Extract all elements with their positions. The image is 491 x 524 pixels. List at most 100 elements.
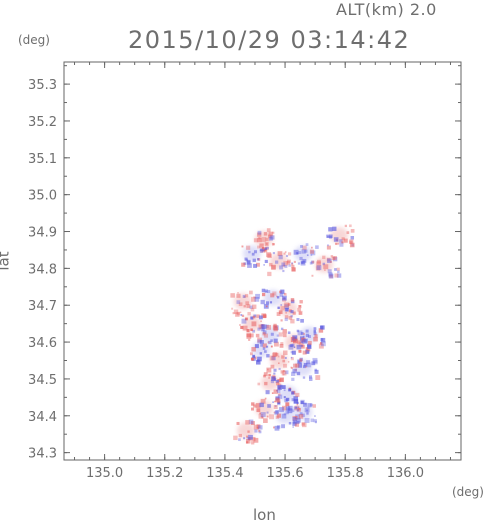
echo-pixel [272,401,274,403]
x-axis-unit: (deg) [452,485,484,499]
echo-pixel [265,301,270,305]
echo-pixel [259,249,263,253]
echo-pixel [302,365,306,369]
echo-pixel [302,339,307,344]
echo-pixel [283,413,286,416]
echo-pixel [339,242,344,247]
echo-pixel [264,259,268,264]
echo-pixel [292,421,297,426]
y-tick-label: 34.5 [28,373,57,388]
echo-pixel [258,324,263,329]
echo-pixel [273,368,277,372]
echo-pixel [293,406,297,410]
echo-pixel [264,397,267,400]
echo-pixel [285,410,289,415]
echo-pixel [283,252,286,255]
echo-pixel [265,305,268,308]
echo-pixel [288,388,292,392]
echo-pixel [257,327,261,331]
echo-pixel [282,333,287,338]
echo-pixel [254,344,259,349]
echo-pixel [277,306,280,309]
echo-pixel [299,256,303,261]
echo-pixel [260,412,266,418]
x-tick-label: 135.2 [146,466,183,481]
echo-pixel [295,406,298,409]
echo-pixel [336,267,340,271]
echo-pixel [279,378,283,382]
echo-pixel [262,247,264,250]
echo-pixel [277,383,282,387]
echo-pixel [278,332,283,337]
echo-pixel [233,309,239,314]
echo-pixel [261,292,266,297]
y-tick-label: 34.7 [28,299,57,314]
echo-pixel [332,226,337,231]
echo-pixel [349,242,355,248]
echo-pixel [292,368,297,374]
echo-pixel [315,266,321,271]
echo-pixel [300,344,305,349]
echo-pixel [253,296,256,299]
echo-pixel [252,258,256,262]
echo-pixel [291,366,294,369]
echo-pixel [272,352,277,358]
echo-pixel [302,376,306,379]
echo-pixel [238,433,242,438]
echo-pixel [300,332,304,335]
echo-pixel [258,430,262,434]
echo-pixel [242,294,246,298]
echo-pixel [280,304,283,306]
echo-pixel [282,329,287,334]
echo-pixel [283,396,286,399]
x-tick-label: 136.0 [387,466,424,481]
y-tick-label: 35.1 [28,152,57,167]
echo-pixel [308,335,311,339]
echo-pixel [262,343,267,348]
echo-pixel [304,402,307,405]
echo-pixel [249,333,254,338]
echo-pixel [246,435,249,438]
y-tick-label: 34.8 [28,262,57,277]
echo-pixel [269,301,273,304]
echo-pixel [300,245,303,248]
echo-pixel [257,258,260,261]
x-tick-label: 135.6 [266,466,303,481]
echo-pixel [270,379,275,384]
echo-pixel [275,415,280,419]
echo-pixel [290,298,295,302]
echo-pixel [263,264,265,266]
echo-pixel [277,378,281,383]
echo-pixel [267,271,272,277]
echo-pixel [287,259,291,264]
echo-pixel [292,311,296,315]
echo-pixel [231,307,234,310]
echo-pixel [266,415,269,418]
echo-pixel [257,232,262,237]
echo-pixel [341,237,345,241]
echo-pixel [284,264,288,268]
echo-pixel [281,385,286,389]
echo-pixel [278,393,281,396]
echo-pixel [302,245,307,251]
echo-pixel [332,256,338,262]
echo-pixel [291,343,295,347]
echo-pixel [276,312,281,316]
echo-pixel [246,245,251,250]
echo-pixel [273,326,278,332]
echo-pixel [246,304,251,309]
echo-pixel [265,290,267,293]
echo-pixel [271,355,276,361]
echo-pixel [330,255,334,258]
echo-pixel [281,370,287,376]
echo-pixel [300,318,304,323]
echo-pixel [279,407,284,412]
echo-pixel [309,261,313,265]
axes: 135.0 135.2 135.4 135.6 135.8 136.0 34.3 34.4 34… [28,62,461,481]
echo-pixel [268,340,272,345]
echo-pixel [292,335,298,341]
echo-pixel [300,340,304,344]
echo-pixel [284,304,290,309]
echo-pixel [261,327,265,332]
echo-pixel [252,354,256,358]
